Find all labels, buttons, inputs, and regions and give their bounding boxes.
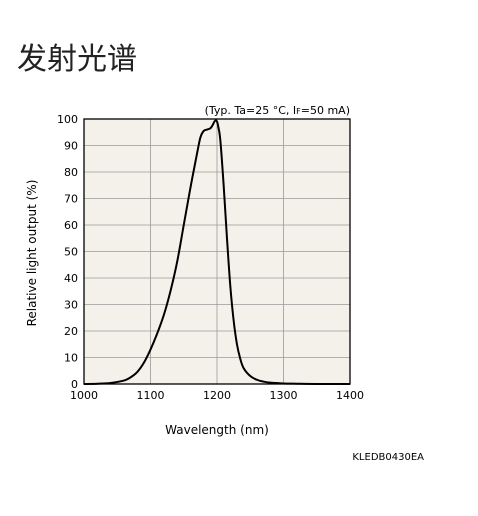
y-tick-label: 30 (64, 299, 78, 312)
x-tick-label: 1100 (137, 389, 165, 402)
y-tick-label: 90 (64, 140, 78, 153)
y-tick-label: 100 (57, 113, 78, 126)
x-tick-label: 1200 (203, 389, 231, 402)
spectrum-line (83, 119, 351, 386)
x-tick-label: 1400 (336, 389, 364, 402)
y-tick-label: 60 (64, 219, 78, 232)
x-axis-title: Wavelength (nm) (165, 423, 269, 437)
y-tick-label: 10 (64, 352, 78, 365)
y-tick-label: 50 (64, 246, 78, 259)
measurement-conditions: (Typ. Ta=25 °C, IF=50 mA) (205, 104, 350, 117)
tick-labels: 1000 1100 1200 1300 1400 0 10 20 30 40 50 60 70 80 90 1… (57, 113, 364, 402)
x-tick-label: 1300 (270, 389, 298, 402)
y-axis-title: Relative light output (%) (25, 180, 39, 327)
document-code: KLEDB0430EA (352, 452, 424, 463)
x-tick-label: 1000 (70, 389, 98, 402)
y-tick-label: 40 (64, 272, 78, 285)
y-tick-label: 70 (64, 193, 78, 206)
y-tick-label: 80 (64, 166, 78, 179)
grid-lines (84, 119, 350, 384)
plot-frame (83, 118, 351, 385)
y-tick-label: 0 (71, 378, 78, 391)
page-title: 发射光谱 (17, 42, 137, 77)
y-tick-label: 20 (64, 325, 78, 338)
